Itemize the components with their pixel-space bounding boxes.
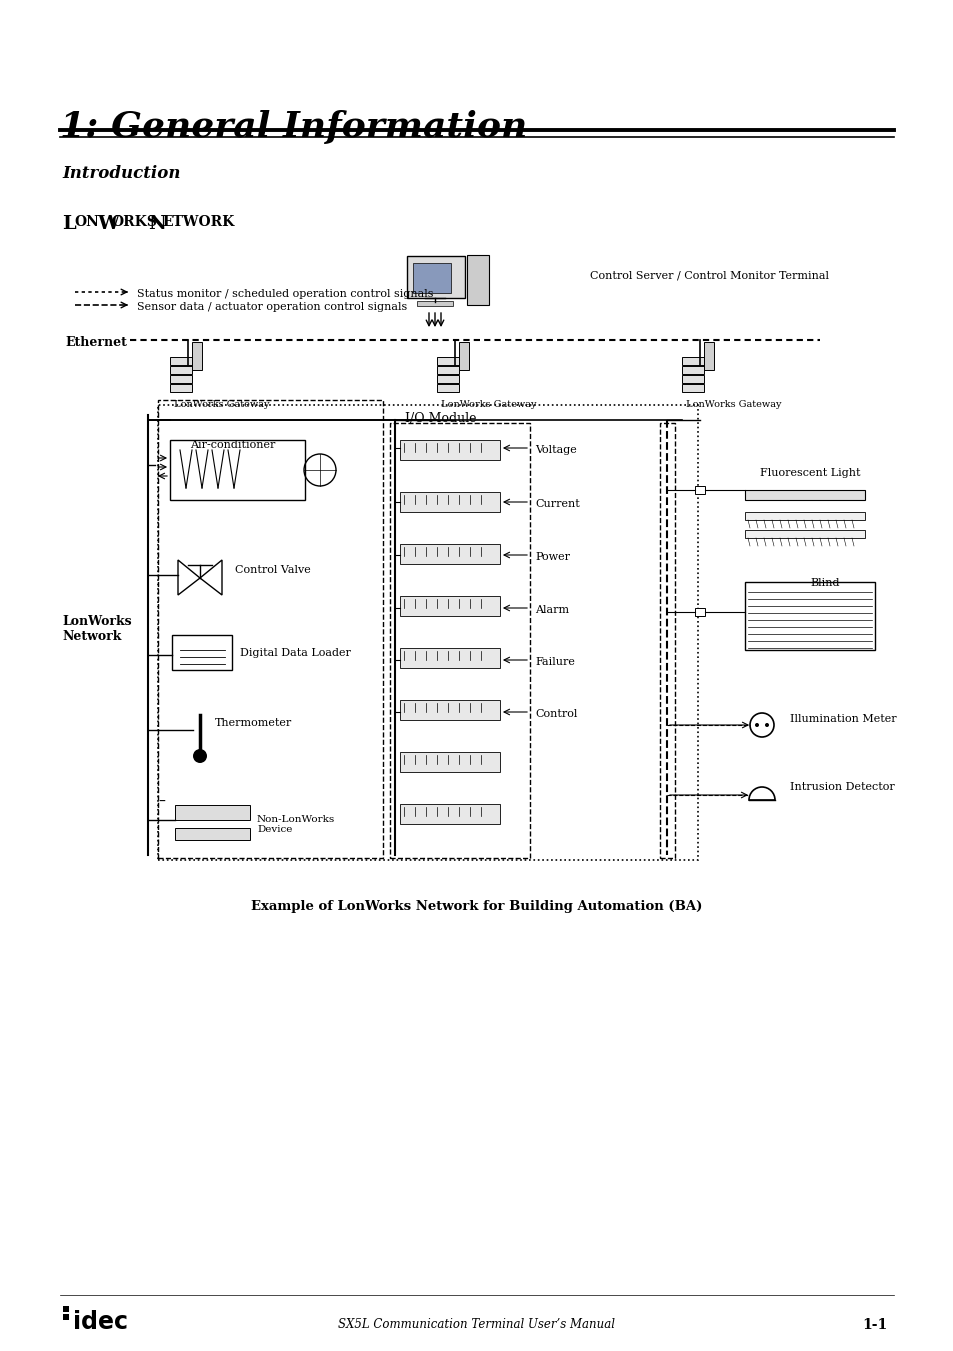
Bar	[695, 608, 704, 616]
Text: Thermometer: Thermometer	[214, 717, 292, 728]
Text: Current: Current	[535, 499, 579, 509]
Text: Example of LonWorks Network for Building Automation (BA): Example of LonWorks Network for Building…	[251, 900, 702, 913]
Bar	[436, 376, 458, 382]
Text: 1: General Information: 1: General Information	[60, 109, 527, 145]
Text: Control Valve: Control Valve	[234, 565, 311, 576]
Text: LonWorks Gateway: LonWorks Gateway	[685, 400, 781, 409]
Bar	[681, 384, 703, 392]
Circle shape	[764, 723, 768, 727]
Text: Voltage: Voltage	[535, 444, 577, 455]
Bar	[399, 440, 499, 459]
Bar	[174, 805, 250, 820]
Bar	[174, 828, 250, 840]
Bar	[158, 405, 698, 861]
Text: Fluorescent Light: Fluorescent Light	[760, 467, 860, 478]
Text: Introduction: Introduction	[62, 165, 180, 182]
Bar	[170, 366, 192, 374]
Text: LonWorks
Network: LonWorks Network	[62, 615, 132, 643]
Text: 1-1: 1-1	[862, 1319, 887, 1332]
Text: W: W	[97, 215, 119, 232]
Bar	[681, 357, 703, 365]
Circle shape	[193, 748, 207, 763]
Bar	[436, 384, 458, 392]
Text: I/O Module: I/O Module	[405, 412, 476, 426]
Text: N: N	[148, 215, 166, 232]
Bar	[399, 648, 499, 667]
Text: Control: Control	[535, 709, 577, 719]
Text: Intrusion Detector: Intrusion Detector	[789, 782, 894, 792]
Polygon shape	[200, 561, 222, 594]
Bar	[172, 635, 232, 670]
Text: Illumination Meter: Illumination Meter	[789, 713, 896, 724]
Text: Control Server / Control Monitor Terminal: Control Server / Control Monitor Termina…	[589, 270, 828, 280]
Text: Digital Data Loader: Digital Data Loader	[240, 648, 351, 658]
Bar	[399, 700, 499, 720]
Text: SX5L Communication Terminal User’s Manual: SX5L Communication Terminal User’s Manua…	[338, 1319, 615, 1331]
Bar	[63, 1306, 69, 1312]
Bar	[390, 423, 530, 858]
Bar	[458, 342, 469, 370]
Bar	[158, 400, 382, 858]
Bar	[744, 512, 864, 520]
Text: LonWorks Gateway: LonWorks Gateway	[440, 400, 536, 409]
Bar	[170, 376, 192, 382]
Text: idec: idec	[73, 1310, 128, 1333]
Bar	[399, 544, 499, 563]
Bar	[744, 490, 864, 500]
Bar	[63, 1315, 69, 1320]
Text: Power: Power	[535, 553, 569, 562]
Bar	[436, 366, 458, 374]
Bar	[681, 366, 703, 374]
Text: –: –	[158, 794, 165, 809]
Text: ORKS: ORKS	[111, 215, 156, 230]
Polygon shape	[178, 561, 200, 594]
Text: Blind: Blind	[809, 578, 839, 588]
Text: Status monitor / scheduled operation control signals: Status monitor / scheduled operation con…	[137, 289, 433, 299]
Text: Failure: Failure	[535, 657, 575, 667]
Text: Alarm: Alarm	[535, 605, 569, 615]
Text: Sensor data / actuator operation control signals: Sensor data / actuator operation control…	[137, 303, 407, 312]
Bar	[744, 582, 874, 650]
Bar	[416, 301, 453, 305]
Bar	[170, 357, 192, 365]
Bar	[170, 440, 305, 500]
Bar	[695, 486, 704, 494]
Text: ETWORK: ETWORK	[162, 215, 234, 230]
Bar	[399, 804, 499, 824]
Bar	[192, 342, 202, 370]
Text: LonWorks Gateway: LonWorks Gateway	[173, 400, 269, 409]
Bar	[413, 263, 451, 293]
Bar	[744, 530, 864, 538]
Text: L: L	[62, 215, 75, 232]
Bar	[399, 753, 499, 771]
Bar	[407, 255, 464, 299]
Bar	[703, 342, 713, 370]
Text: Non-LonWorks
Device: Non-LonWorks Device	[256, 815, 335, 835]
Bar	[399, 596, 499, 616]
Bar	[436, 357, 458, 365]
Bar	[659, 423, 675, 858]
Bar	[681, 376, 703, 382]
Text: ON: ON	[74, 215, 99, 230]
Bar	[399, 492, 499, 512]
Text: Air-conditioner: Air-conditioner	[190, 440, 275, 450]
Circle shape	[754, 723, 759, 727]
Bar	[467, 255, 489, 305]
Text: Ethernet: Ethernet	[65, 336, 127, 349]
Bar	[170, 384, 192, 392]
